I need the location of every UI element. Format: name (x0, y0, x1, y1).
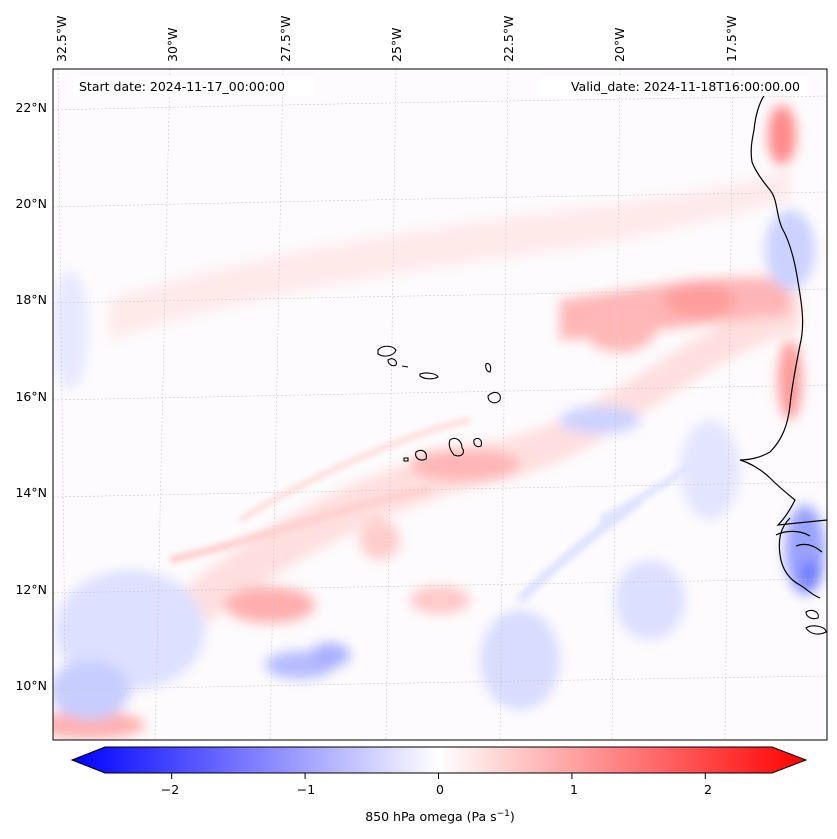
island (387, 358, 397, 367)
lon-label-32-5w: 32.5°W (54, 16, 69, 62)
valid-date-text: Valid_date: 2024-11-18T16:00:00.00 (571, 79, 800, 94)
cape-verde-islands (377, 345, 827, 635)
lat-label-10n: 10°N (15, 678, 47, 693)
island (448, 437, 465, 457)
start-date-box (73, 77, 314, 96)
map-panel: Start date: 2024-11-17_00:00:00 Valid_da… (53, 69, 827, 740)
map-frame (52, 68, 828, 741)
island (377, 345, 397, 357)
start-date-text: Start date: 2024-11-17_00:00:00 (79, 79, 285, 94)
colorbar-scale (70, 746, 808, 774)
lat-label-20n: 20°N (15, 196, 47, 211)
latitude-labels: 22°N 20°N 18°N 16°N 14°N 12°N 10°N (15, 100, 47, 693)
africa-coastline (739, 87, 827, 599)
colorbar-ticks (171, 773, 706, 779)
island (401, 365, 409, 368)
lon-label-27-5w: 27.5°W (278, 16, 293, 62)
lon-label-22-5w: 22.5°W (501, 16, 516, 62)
colorbar-tick-label: −1 (297, 782, 315, 797)
colorbar-tick-label: 1 (570, 782, 578, 797)
island (487, 391, 501, 404)
island (805, 609, 819, 620)
island (419, 372, 439, 380)
lat-label-22n: 22°N (15, 100, 47, 115)
valid-date-box (540, 77, 808, 96)
colorbar-tick-label: −2 (161, 782, 179, 797)
lon-label-20w: 20°W (612, 27, 627, 62)
lon-label-30w: 30°W (165, 27, 180, 62)
lat-label-14n: 14°N (15, 485, 47, 500)
island (473, 437, 482, 448)
lat-label-12n: 12°N (15, 582, 47, 597)
island (485, 362, 492, 373)
colorbar-label: 850 hPa omega (Pa s−1) (365, 809, 515, 824)
colorbar-tick-label: 0 (436, 782, 444, 797)
island (403, 457, 409, 462)
island (415, 449, 427, 461)
lat-label-16n: 16°N (15, 389, 47, 404)
lon-label-25w: 25°W (389, 27, 404, 62)
coastlines (739, 87, 827, 599)
island (805, 625, 827, 635)
longitude-labels: 32.5°W 30°W 27.5°W 25°W 22.5°W 20°W 17.5… (54, 16, 739, 62)
lon-label-17-5w: 17.5°W (724, 16, 739, 62)
gridlines (53, 69, 827, 740)
lat-label-18n: 18°N (15, 292, 47, 307)
colorbar: −2 −1 0 1 2 850 hPa omega (Pa s−1) (70, 746, 808, 824)
colorbar-tick-label: 2 (704, 782, 712, 797)
